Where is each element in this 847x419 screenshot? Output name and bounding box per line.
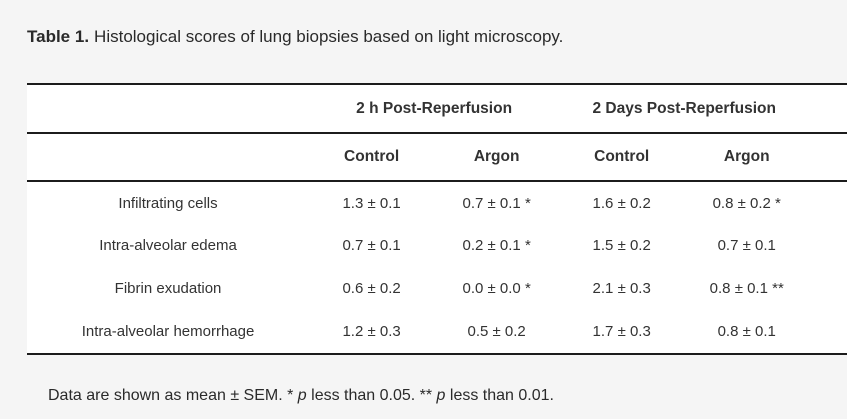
empty-corner-cell	[27, 133, 310, 182]
value-cell: 0.2 ± 0.1 *	[462, 237, 531, 254]
table-footnote: Data are shown as mean ± SEM. * p less t…	[48, 387, 554, 404]
table-row-fibrin-exudation: Fibrin exudation 0.6 ± 0.2 0.0 ± 0.0 * 2…	[27, 267, 847, 310]
group-header-row: 2 h Post-Reperfusion 2 Days Post-Reperfu…	[27, 85, 847, 134]
sub-header-argon-2days: Argon	[684, 133, 810, 182]
value-cell: 0.8 ± 0.1 **	[709, 280, 784, 297]
sub-header-control-2h: Control	[309, 133, 435, 182]
sub-header-row: Control Argon Control Argon	[27, 133, 847, 182]
filler-cell	[809, 133, 847, 182]
value-cell: 0.5 ± 0.2	[467, 323, 526, 340]
value-cell: 1.3 ± 0.1	[342, 194, 401, 212]
value-cell: 0.7 ± 0.1	[342, 237, 401, 254]
row-label: Intra-alveolar hemorrhage	[81, 323, 255, 340]
table-row-intra-alveolar-edema: Intra-alveolar edema 0.7 ± 0.1 0.2 ± 0.1…	[27, 224, 847, 267]
table-row-intra-alveolar-hemorrhage: Intra-alveolar hemorrhage 1.2 ± 0.3 0.5 …	[27, 310, 847, 353]
filler-cell	[809, 224, 847, 267]
value-cell: 1.6 ± 0.2	[592, 194, 651, 212]
filler-cell	[809, 85, 847, 134]
row-label: Intra-alveolar edema	[99, 237, 237, 254]
value-cell: 0.6 ± 0.2	[342, 280, 401, 297]
row-label: Infiltrating cells	[118, 194, 218, 212]
filler-cell	[809, 267, 847, 310]
sub-header-argon-2h: Argon	[434, 133, 560, 182]
value-cell: 0.8 ± 0.2 *	[712, 194, 781, 212]
table-caption-text: Histological scores of lung biopsies bas…	[94, 27, 564, 46]
empty-corner-cell	[27, 85, 310, 134]
histology-table-container: 2 h Post-Reperfusion 2 Days Post-Reperfu…	[27, 83, 847, 355]
value-cell: 0.0 ± 0.0 *	[462, 280, 531, 297]
sub-header-control-2days: Control	[559, 133, 685, 182]
value-cell: 0.7 ± 0.1 *	[462, 194, 531, 212]
group-header-2h: 2 h Post-Reperfusion	[309, 85, 560, 134]
table-row-infiltrating-cells: Infiltrating cells 1.3 ± 0.1 0.7 ± 0.1 *…	[27, 181, 847, 224]
value-cell: 2.1 ± 0.3	[592, 280, 651, 297]
row-label: Fibrin exudation	[114, 280, 222, 297]
group-header-2days: 2 Days Post-Reperfusion	[559, 85, 810, 134]
value-cell: 0.7 ± 0.1	[717, 237, 776, 254]
value-cell: 1.5 ± 0.2	[592, 237, 651, 254]
filler-cell	[809, 181, 847, 224]
filler-cell	[809, 310, 847, 353]
value-cell: 0.8 ± 0.1	[717, 323, 776, 340]
value-cell: 1.2 ± 0.3	[342, 323, 401, 340]
histology-scores-table: 2 h Post-Reperfusion 2 Days Post-Reperfu…	[27, 85, 847, 353]
value-cell: 1.7 ± 0.3	[592, 323, 651, 340]
table-caption-label: Table 1.	[27, 27, 90, 46]
table-caption: Table 1. Histological scores of lung biop…	[27, 26, 827, 48]
